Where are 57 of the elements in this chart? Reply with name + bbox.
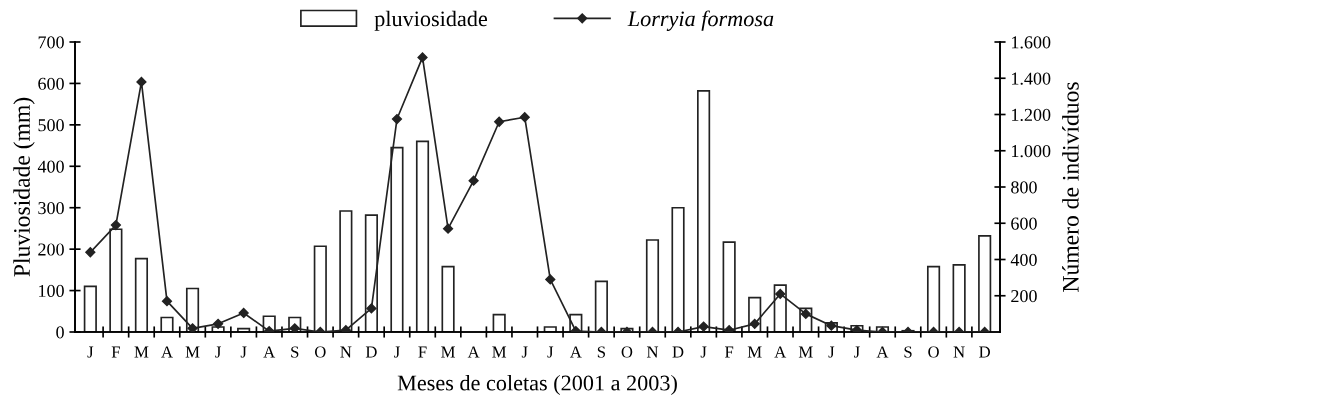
x-tick-label: J <box>854 346 860 358</box>
x-tick-label: A <box>467 346 480 358</box>
x-tick-label: A <box>263 346 276 358</box>
y-axis-title: Pluviosidade (mm) <box>13 97 35 277</box>
y2-tick-label: 400 <box>1010 253 1037 266</box>
x-tick-label: J <box>521 346 528 358</box>
x-tick-label: M <box>798 346 813 358</box>
legend-label: Lorryia formosa <box>627 10 774 31</box>
x-tick-label: J <box>547 346 554 358</box>
y-tick-label: 700 <box>38 36 64 49</box>
x-tick-label: J <box>700 346 707 358</box>
x-tick-label: M <box>747 346 762 358</box>
y2-tick-label: 1.000 <box>1012 145 1051 158</box>
x-tick-label: A <box>876 346 889 358</box>
x-tick-label: M <box>134 346 149 358</box>
y-tick-label: 400 <box>37 160 64 173</box>
x-tick-label: N <box>340 346 352 358</box>
x-tick-label: N <box>953 346 965 358</box>
x-tick-label: O <box>928 346 939 358</box>
x-tick-label: J <box>215 346 221 358</box>
x-tick-label: A <box>774 346 787 358</box>
x-tick-label: O <box>314 346 326 358</box>
y2-tick-label: 1.600 <box>1012 36 1051 49</box>
x-tick-label: D <box>979 346 991 358</box>
y-tick-label: 300 <box>38 201 64 215</box>
x-tick-label: F <box>111 346 120 358</box>
x-tick-label: N <box>646 346 659 358</box>
y2-tick-label: 1.200 <box>1012 108 1051 122</box>
x-tick-label: A <box>569 346 582 358</box>
x-axis-title: Meses de coletas (2001 a 2003) <box>397 374 677 396</box>
x-tick-label: A <box>161 346 173 358</box>
x-tick-label: S <box>904 346 912 358</box>
x-tick-label: M <box>441 346 455 358</box>
y2-tick-label: 800 <box>1011 181 1037 194</box>
x-tick-label: J <box>394 346 400 358</box>
x-tick-label: J <box>87 346 94 358</box>
x-tick-label: D <box>365 346 377 358</box>
x-tick-label: J <box>240 346 247 358</box>
y2-axis-title: Número de indivíduos <box>1062 82 1079 292</box>
y2-tick-label: 1.400 <box>1012 72 1051 85</box>
y2-tick-label: 200 <box>1011 290 1037 303</box>
y-tick-label: 600 <box>38 77 64 90</box>
legend-label: pluviosidade <box>374 10 488 31</box>
y-tick-label: 200 <box>38 243 64 256</box>
x-tick-label: O <box>621 346 633 358</box>
x-tick-label: J <box>828 346 835 358</box>
y2-tick-label: 600 <box>1011 217 1037 230</box>
x-tick-label: S <box>597 346 605 358</box>
x-tick-label: F <box>724 346 734 358</box>
x-tick-label: D <box>672 346 684 358</box>
y-tick-label: 500 <box>38 119 64 132</box>
x-tick-label: S <box>291 346 299 358</box>
x-tick-label: F <box>418 346 427 358</box>
x-tick-label: M <box>492 346 507 358</box>
y-tick-label: 0 <box>56 326 64 339</box>
y-tick-label: 100 <box>39 284 64 298</box>
x-tick-label: M <box>185 346 200 358</box>
